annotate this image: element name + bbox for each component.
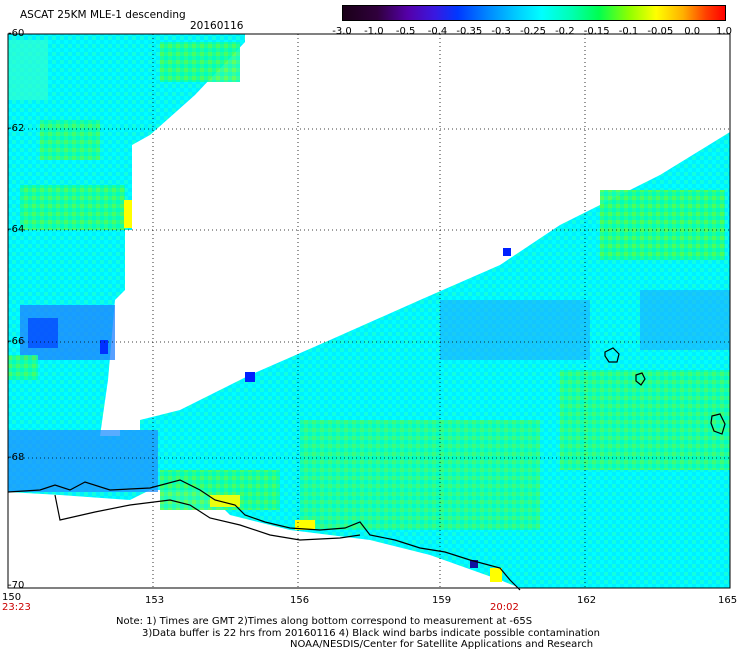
lat-label: -62 [8,123,25,134]
lon-label: 150 [2,592,22,603]
legend-tick-label: -0.15 [583,26,610,37]
legend-tick-label: -0.25 [520,26,546,37]
lat-label: -66 [8,336,25,347]
coastline [7,347,726,591]
time-label-middle: 20:02 [490,602,519,613]
graticule [8,34,730,588]
legend-tick-label: -0.5 [395,26,416,37]
legend-tick-label: -0.3 [491,26,511,37]
lower-swath [8,132,730,588]
upper-swath [8,34,245,395]
lon-label: 162 [577,595,597,606]
map-date: 20160116 [190,20,244,32]
legend-tick-label: -0.35 [456,26,483,37]
color-legend-bar [342,5,726,21]
legend-tick-label: -0.4 [427,26,448,37]
lon-label: 156 [290,595,310,606]
note-line-2: 3)Data buffer is 22 hrs from 20160116 4)… [142,628,600,639]
lat-label: -68 [8,452,25,463]
lat-label: -60 [8,28,25,39]
legend-tick-label: -3.0 [332,26,352,37]
lat-label: -70 [8,580,25,591]
legend-tick-label: -1.0 [364,26,384,37]
lon-label: 159 [432,595,452,606]
map-title: ASCAT 25KM MLE-1 descending [20,9,186,21]
map-frame [7,33,731,589]
note-line-1: Note: 1) Times are GMT 2)Times along bot… [116,616,533,627]
lat-label: -64 [8,224,25,235]
legend-tick-label: -0.2 [555,26,575,37]
lon-label: 153 [145,595,165,606]
legend-tick-label: -0.05 [647,26,674,37]
legend-tick-label: -0.1 [618,26,639,37]
lon-label: 165 [718,595,738,606]
time-label-left: 23:23 [2,602,31,613]
legend-tick-label: 1.0 [716,26,732,37]
legend-tick-label: 0.0 [684,26,701,37]
note-line-3: NOAA/NESDIS/Center for Satellite Applica… [290,639,594,650]
